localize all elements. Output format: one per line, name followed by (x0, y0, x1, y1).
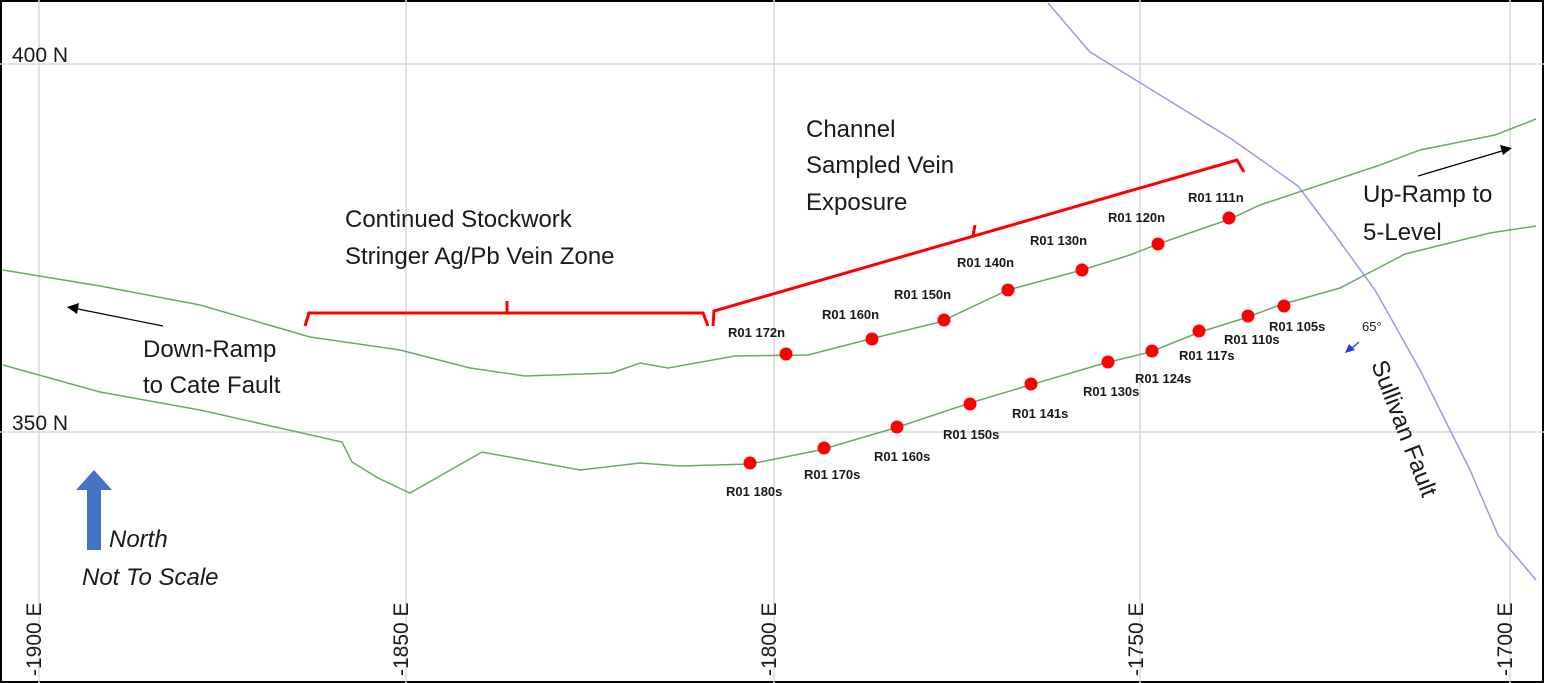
sample-label: R01 111n (1188, 190, 1244, 205)
sample-point (1241, 309, 1255, 323)
sample-point (1222, 211, 1236, 225)
stockwork-zone-label: Continued Stockwork Stringer Ag/Pb Vein … (345, 206, 615, 270)
scale-note: Not To Scale (82, 564, 219, 591)
easting-label-1800: -1800 E (758, 602, 781, 676)
easting-label-1850: -1850 E (390, 602, 413, 676)
sample-label: R01 117s (1179, 348, 1235, 363)
sample-point (1277, 299, 1291, 313)
up-ramp-arrow (1417, 145, 1512, 177)
channel-sample-bracket (711, 158, 1246, 327)
drift-north-wall (2, 118, 1537, 377)
easting-label-1750: -1750 E (1125, 602, 1148, 676)
sample-point (1101, 355, 1115, 369)
sample-point (743, 456, 757, 470)
up-ramp-label: Up-Ramp to 5-Level (1363, 181, 1499, 246)
fault-dip-arrow (1345, 341, 1360, 353)
sample-label: R01 160s (874, 449, 930, 464)
north-arrow-icon (76, 470, 112, 550)
sullivan-fault-trace (1047, 2, 1537, 581)
sample-label: R01 170s (804, 467, 860, 482)
channel-sampled-label: Channel Sampled Vein Exposure (806, 116, 961, 216)
stockwork-bracket (303, 301, 710, 327)
north-label: North (109, 526, 168, 553)
easting-label-1700: -1700 E (1494, 602, 1517, 676)
sample-point (1001, 283, 1015, 297)
samples-south (743, 299, 1291, 470)
sample-label: R01 120n (1108, 210, 1165, 225)
sample-label: R01 150n (894, 287, 951, 302)
sample-point (817, 441, 831, 455)
sample-label: R01 130n (1030, 233, 1087, 248)
sample-label: R01 141s (1012, 406, 1068, 421)
sample-point (779, 347, 793, 361)
down-ramp-label: Down-Ramp to Cate Fault (143, 336, 283, 399)
northing-label-400: 400 N (12, 44, 68, 67)
sample-point (1145, 344, 1159, 358)
easting-label-1900: -1900 E (23, 602, 46, 676)
sample-label: R01 110s (1224, 332, 1280, 347)
fault-dip-value: 65° (1362, 319, 1382, 334)
sample-point (1151, 237, 1165, 251)
sample-label: R01 172n (728, 325, 785, 340)
sample-label: R01 180s (726, 484, 782, 499)
sample-point (963, 397, 977, 411)
sample-label: R01 130s (1083, 384, 1139, 399)
sample-point (865, 332, 879, 346)
sample-label: R01 150s (943, 427, 999, 442)
sample-point (890, 420, 904, 434)
sample-point (1024, 377, 1038, 391)
sample-label: R01 140n (957, 255, 1014, 270)
sample-label: R01 160n (822, 307, 879, 322)
down-ramp-arrow (67, 303, 164, 327)
sample-point (1192, 324, 1206, 338)
sample-label: R01 105s (1269, 319, 1325, 334)
samples-north (779, 211, 1236, 361)
northing-label-350: 350 N (12, 412, 68, 435)
sample-point (937, 313, 951, 327)
sample-label: R01 124s (1135, 371, 1191, 386)
sample-point (1075, 263, 1089, 277)
